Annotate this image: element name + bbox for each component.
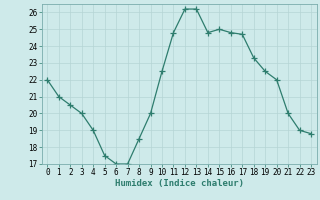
X-axis label: Humidex (Indice chaleur): Humidex (Indice chaleur) [115, 179, 244, 188]
